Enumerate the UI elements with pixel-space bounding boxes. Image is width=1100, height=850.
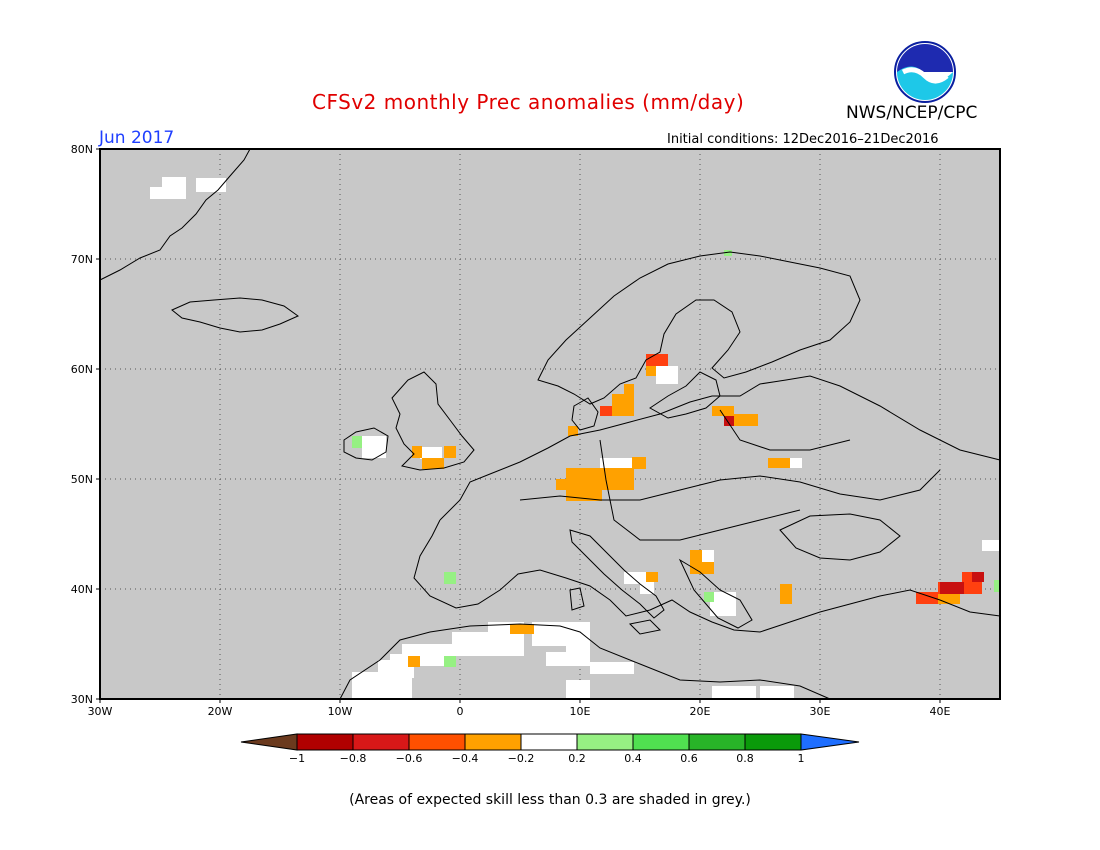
colorbar-swatch	[744, 733, 802, 751]
lon-label: 40E	[929, 705, 951, 718]
colorbar-label: −0.4	[451, 752, 479, 765]
lon-label: 0	[456, 705, 464, 718]
noaa-logo	[894, 41, 956, 103]
colorbar-label: −0.2	[507, 752, 535, 765]
skill-footnote: (Areas of expected skill less than 0.3 a…	[349, 792, 751, 808]
lat-label: 80N	[70, 143, 93, 156]
lat-label: 70N	[70, 253, 93, 266]
colorbar-swatch	[408, 733, 466, 751]
lat-label: 60N	[70, 363, 93, 376]
colorbar	[240, 733, 860, 751]
colorbar-label: −1	[288, 752, 306, 765]
colorbar-swatch	[296, 733, 354, 751]
anomaly-cells	[150, 177, 1000, 699]
colorbar-swatch	[464, 733, 522, 751]
colorbar-swatch	[520, 733, 578, 751]
lon-label: 10E	[569, 705, 591, 718]
agency-label: NWS/NCEP/CPC	[846, 103, 978, 123]
lon-label: 30W	[87, 705, 113, 718]
lon-label: 10W	[327, 705, 353, 718]
colorbar-label: −0.8	[339, 752, 367, 765]
lat-label: 30N	[70, 693, 93, 706]
colorbar-label: 0.6	[680, 752, 698, 765]
forecast-month: Jun 2017	[99, 128, 175, 148]
colorbar-label: 0.2	[568, 752, 586, 765]
colorbar-swatch	[352, 733, 410, 751]
colorbar-label: 0.8	[736, 752, 754, 765]
colorbar-label: 0.4	[624, 752, 642, 765]
lon-label: 30E	[809, 705, 831, 718]
graticule	[100, 149, 1000, 699]
lat-label: 50N	[70, 473, 93, 486]
initial-conditions: Initial conditions: 12Dec2016–21Dec2016	[667, 132, 939, 147]
coastlines	[99, 148, 1001, 700]
colorbar-swatch	[576, 733, 634, 751]
lat-label: 40N	[70, 583, 93, 596]
colorbar-label: 1	[797, 752, 805, 765]
axis-ticks	[96, 148, 941, 703]
lon-label: 20W	[207, 705, 233, 718]
colorbar-swatch	[688, 733, 746, 751]
colorbar-arrow-right	[800, 733, 860, 751]
chart-title: CFSv2 monthly Prec anomalies (mm/day)	[312, 90, 745, 114]
colorbar-label: −0.6	[395, 752, 423, 765]
lon-label: 20E	[689, 705, 711, 718]
map-background	[100, 149, 1000, 699]
map-frame	[99, 148, 1001, 700]
colorbar-swatch	[632, 733, 690, 751]
colorbar-arrow-left	[240, 733, 298, 751]
